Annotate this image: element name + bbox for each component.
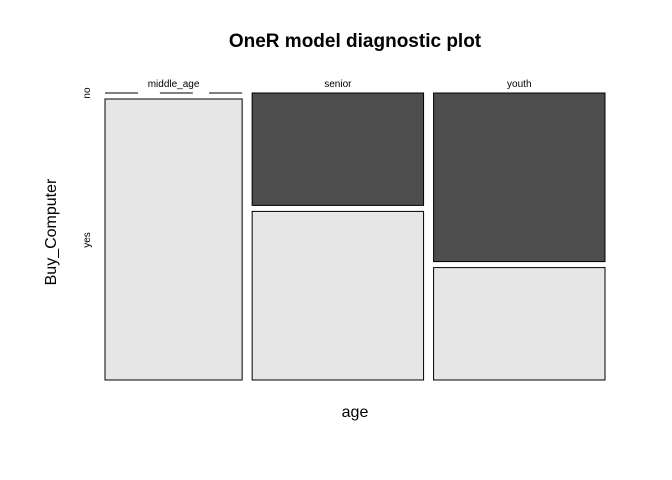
tile-youth-no [433, 92, 606, 263]
x-category-label-senior: senior [324, 79, 352, 90]
tile-senior-no [251, 92, 425, 206]
x-category-labels: middle_age senior youth [148, 79, 532, 90]
x-category-label-youth: youth [507, 79, 531, 90]
tile-senior-yes [251, 210, 425, 381]
mosaic-tiles [104, 92, 606, 381]
tile-middle_age-yes [104, 98, 243, 381]
y-category-labels: no yes [82, 87, 93, 248]
tile-youth-yes [433, 267, 606, 381]
chart-title: OneR model diagnostic plot [229, 31, 482, 52]
y-axis-label: Buy_Computer [43, 178, 60, 285]
y-category-label-yes: yes [82, 232, 93, 248]
x-category-label-middle_age: middle_age [148, 79, 200, 90]
x-axis-label: age [342, 404, 369, 421]
y-category-label-no: no [82, 87, 93, 99]
